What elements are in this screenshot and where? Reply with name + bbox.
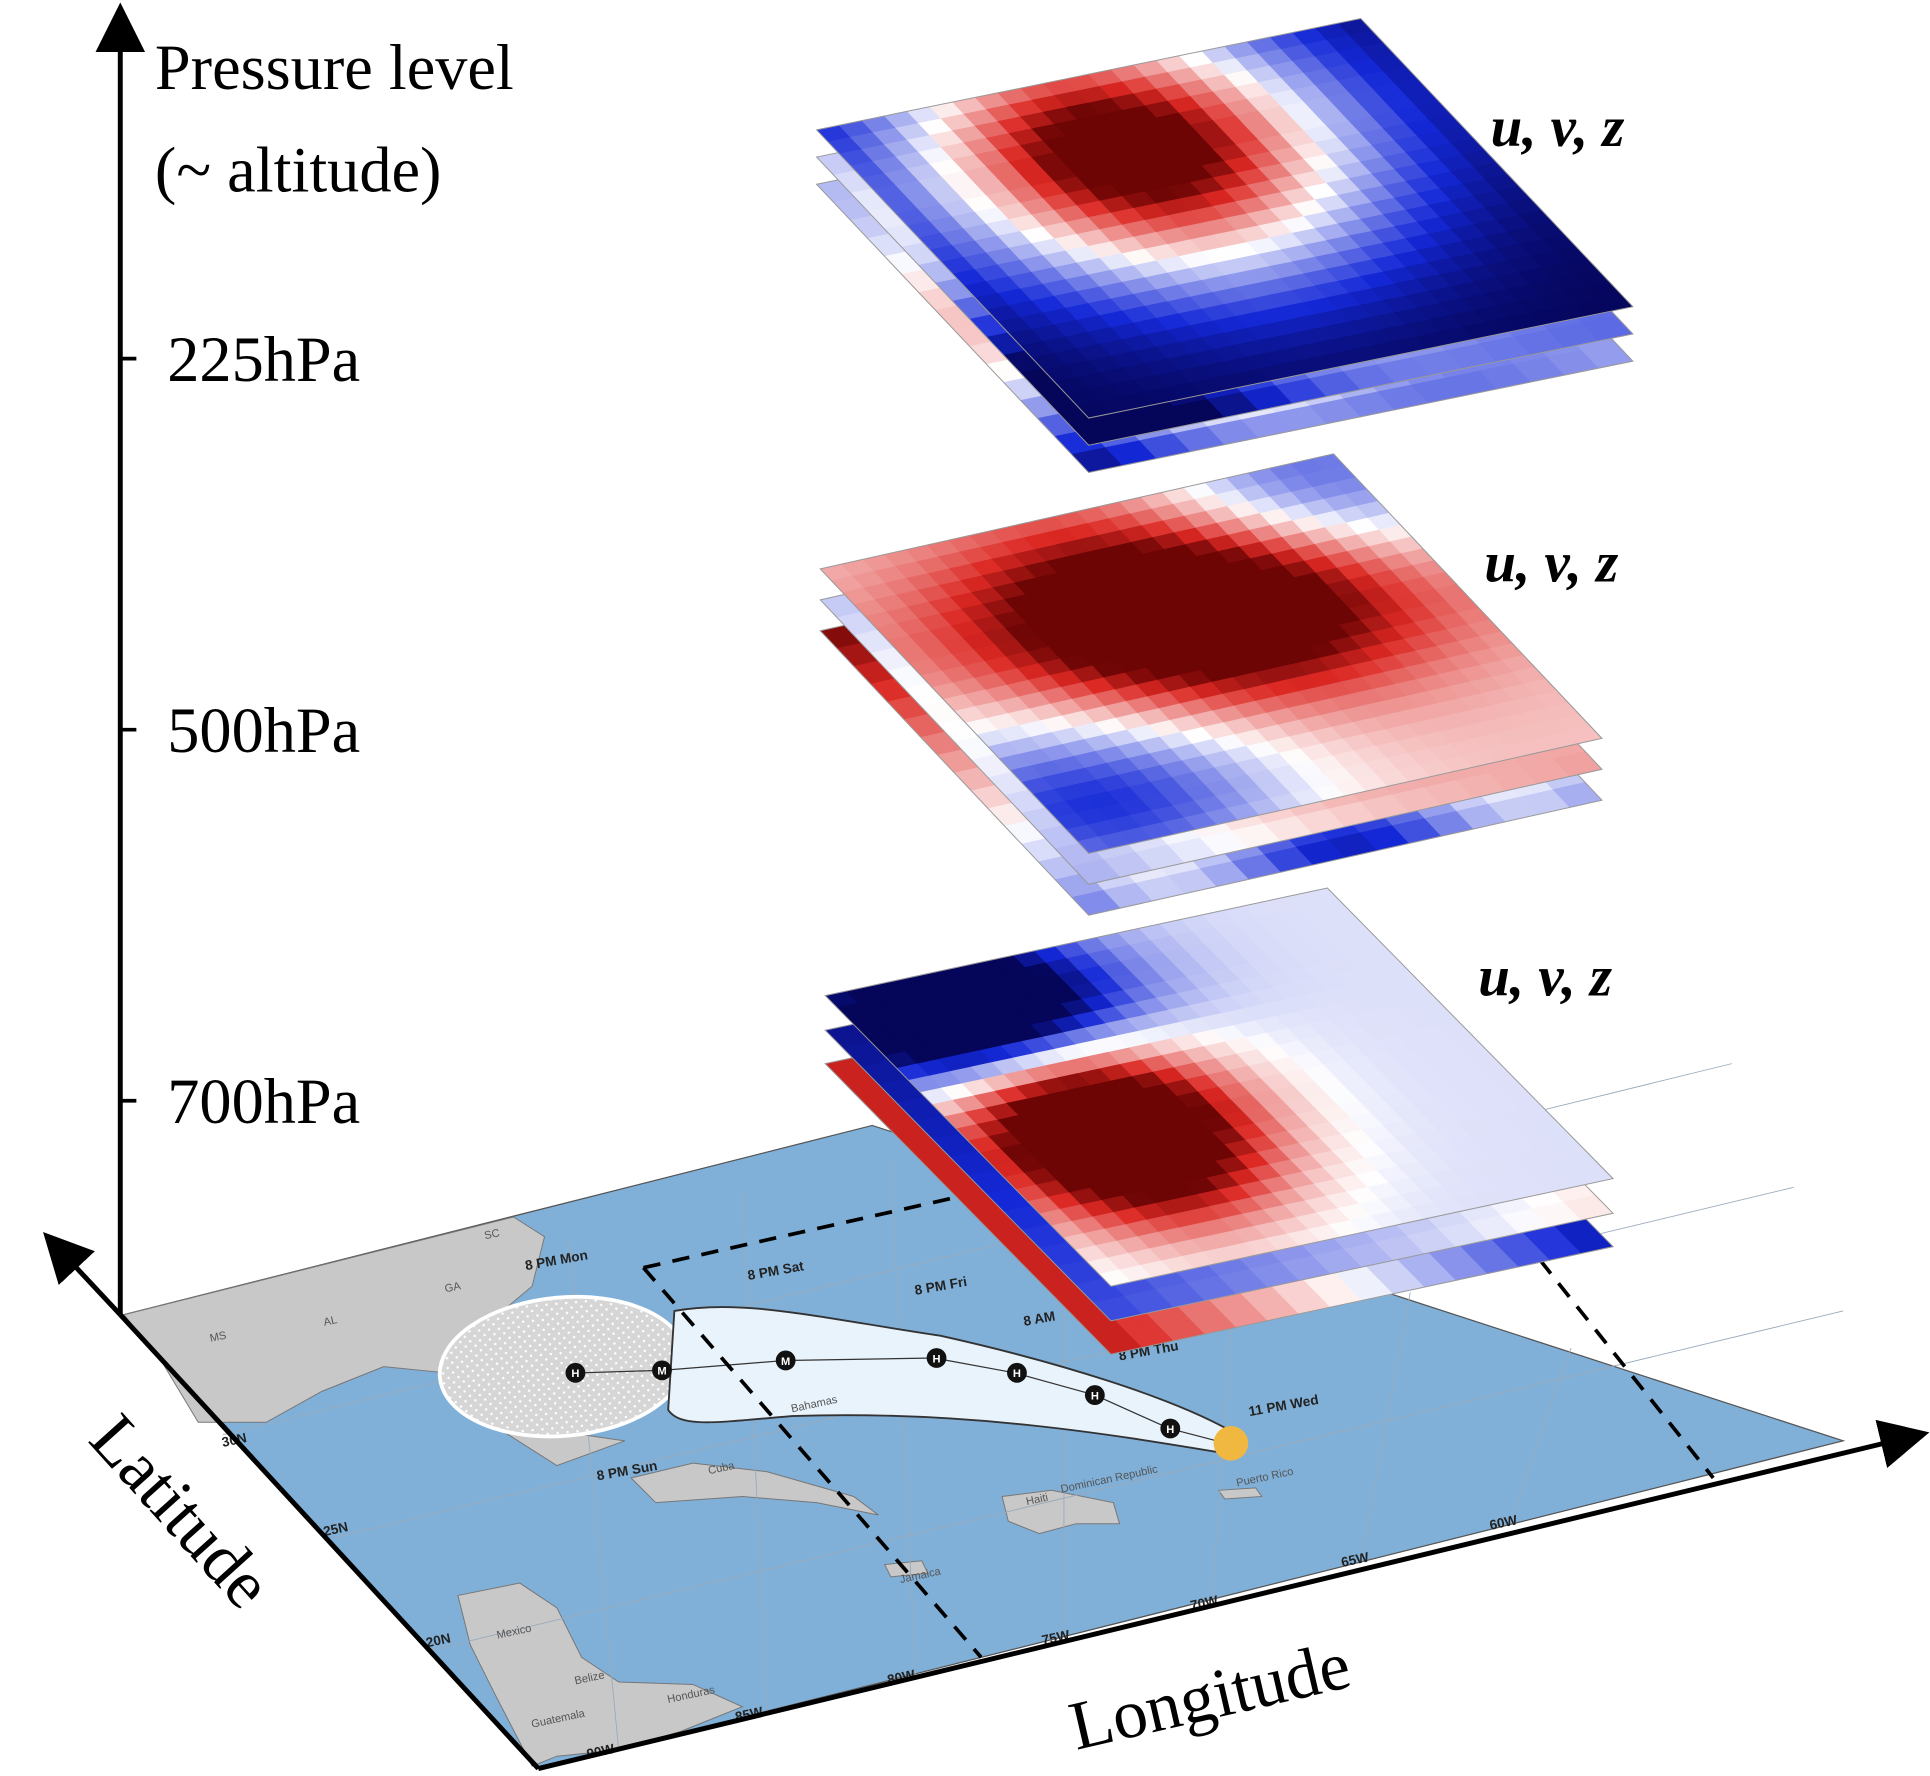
latitude-axis bbox=[43, 1232, 123, 1317]
latitude-edge bbox=[118, 1313, 541, 1771]
axis-title: (~ altitude) bbox=[155, 135, 442, 206]
latitude-tick: 20N bbox=[425, 1630, 453, 1650]
variable-label: u, v, z bbox=[1478, 946, 1612, 1009]
time-label: 8 AM bbox=[1022, 1308, 1056, 1328]
storm-marker bbox=[1007, 1362, 1027, 1383]
storm-marker bbox=[1160, 1418, 1181, 1439]
storm-marker-label: M bbox=[781, 1356, 790, 1368]
longitude-axis bbox=[537, 1419, 1930, 1771]
layer-outline bbox=[819, 453, 1603, 854]
storm-marker-label: M bbox=[657, 1366, 666, 1378]
level-label: 500hPa bbox=[167, 695, 360, 766]
longitude-label: Longitude bbox=[1062, 1626, 1357, 1765]
level-label: 225hPa bbox=[167, 324, 360, 395]
place-label: Haiti bbox=[1025, 1492, 1049, 1508]
storm-marker-label: H bbox=[1091, 1390, 1099, 1402]
storm-marker bbox=[652, 1360, 672, 1381]
axis-title: Pressure level bbox=[155, 32, 514, 103]
storm-marker bbox=[565, 1362, 586, 1383]
region-box bbox=[642, 1266, 983, 1659]
track bbox=[581, 1357, 1232, 1446]
place-label: SC bbox=[483, 1227, 501, 1242]
storm-marker-label: H bbox=[1013, 1368, 1021, 1380]
storm-position bbox=[1213, 1425, 1249, 1461]
variable-label: u, v, z bbox=[1491, 96, 1625, 159]
place-label: GA bbox=[444, 1280, 463, 1295]
heatmap-layer bbox=[815, 18, 1634, 419]
storm-marker bbox=[1084, 1385, 1105, 1405]
level-label: 700hPa bbox=[167, 1066, 360, 1137]
storm-marker bbox=[926, 1348, 947, 1368]
storm-marker-label: H bbox=[571, 1368, 579, 1380]
longitude-tick: 65W bbox=[1340, 1549, 1371, 1570]
place-label: MS bbox=[209, 1330, 228, 1345]
variable-label: u, v, z bbox=[1484, 531, 1618, 594]
longitude-tick: 60W bbox=[1488, 1512, 1519, 1533]
pressure-layers bbox=[815, 18, 1634, 1355]
place-label: Cuba bbox=[707, 1460, 736, 1477]
storm-marker-label: H bbox=[1166, 1424, 1174, 1436]
storm-marker bbox=[775, 1350, 796, 1371]
heatmap-layer bbox=[819, 453, 1603, 854]
place-label: AL bbox=[322, 1314, 338, 1329]
region-box bbox=[1520, 1235, 1715, 1480]
storm-marker-label: H bbox=[933, 1353, 941, 1365]
latitude-tick: 25N bbox=[322, 1519, 350, 1539]
layer-outline bbox=[815, 18, 1634, 419]
